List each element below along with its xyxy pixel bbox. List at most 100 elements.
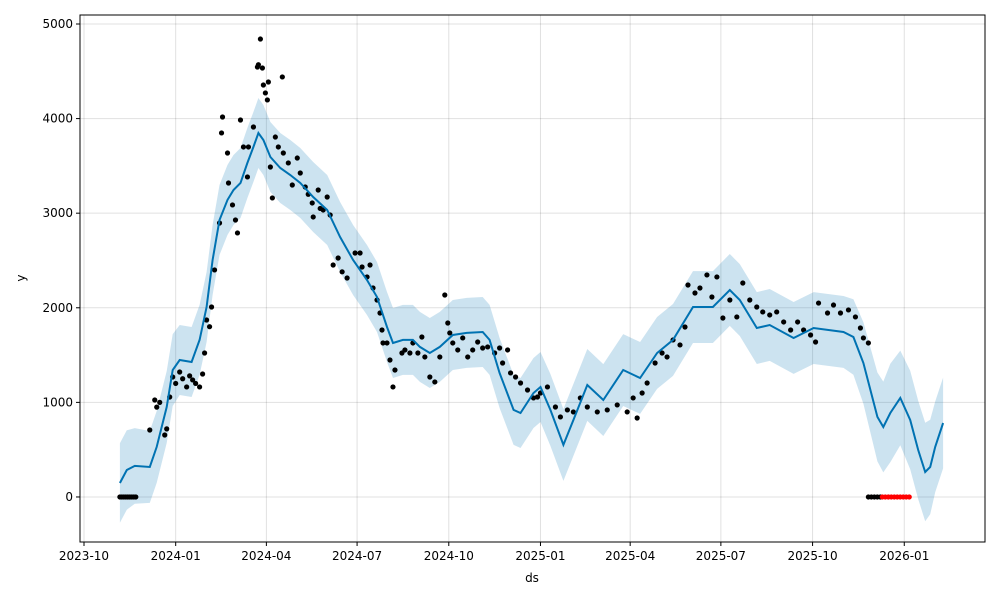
observed-point <box>367 262 373 268</box>
observed-point <box>630 395 636 401</box>
observed-point <box>133 494 139 500</box>
observed-point <box>154 404 160 410</box>
observed-point <box>244 174 251 180</box>
observed-point <box>275 144 281 150</box>
y-tick-label: 4000 <box>42 112 73 126</box>
y-tick-label: 2000 <box>42 301 73 315</box>
observed-point <box>257 36 264 42</box>
observed-point <box>315 187 321 193</box>
observed-point <box>795 319 801 325</box>
observed-point <box>450 340 456 346</box>
y-tick-label: 1000 <box>42 395 73 409</box>
observed-point <box>407 350 413 356</box>
observed-point <box>218 130 225 136</box>
observed-point <box>460 335 466 341</box>
observed-point <box>267 164 273 170</box>
observed-point <box>445 320 451 326</box>
x-tick-label: 2024-01 <box>151 549 201 563</box>
observed-point <box>297 170 303 176</box>
observed-point <box>517 380 524 386</box>
observed-point <box>402 347 408 353</box>
x-tick-label: 2025-10 <box>788 549 838 563</box>
observed-point <box>604 407 610 413</box>
observed-point <box>289 182 295 188</box>
observed-point <box>344 275 350 281</box>
observed-point <box>659 350 665 356</box>
observed-point <box>709 294 715 300</box>
observed-point <box>845 307 852 313</box>
observed-point <box>497 345 503 351</box>
observed-point <box>685 282 691 288</box>
observed-point <box>147 427 153 433</box>
observed-point <box>190 377 196 383</box>
observed-point <box>422 354 428 360</box>
observed-point <box>512 374 519 380</box>
observed-point <box>219 114 226 120</box>
observed-point <box>225 180 232 186</box>
holdout-point <box>906 494 912 500</box>
observed-point <box>234 230 241 236</box>
holdout-points <box>879 494 912 500</box>
observed-point <box>262 90 268 96</box>
observed-point <box>177 369 183 375</box>
observed-point <box>734 314 740 320</box>
observed-point <box>552 404 559 410</box>
y-axis-ticks: 0 1000 2000 3000 4000 5000 <box>42 17 80 504</box>
observed-point <box>199 371 206 377</box>
observed-point <box>255 62 262 68</box>
observed-point <box>279 74 285 80</box>
y-axis-label: y <box>14 274 28 281</box>
observed-point <box>564 407 570 413</box>
observed-point <box>339 269 345 275</box>
observed-point <box>815 300 822 306</box>
observed-point <box>285 160 291 166</box>
x-axis-ticks: 2023-10 2024-01 2024-04 2024-07 2024-10 2025-… <box>59 542 929 563</box>
observed-point <box>447 330 453 336</box>
y-tick-label: 0 <box>65 490 73 504</box>
observed-point <box>359 264 365 270</box>
observed-point <box>754 304 760 310</box>
observed-point <box>507 370 514 376</box>
observed-point <box>788 327 794 333</box>
observed-point <box>652 360 658 366</box>
observed-point <box>211 267 218 273</box>
y-tick-label: 3000 <box>42 206 73 220</box>
x-tick-label: 2024-04 <box>241 549 291 563</box>
x-tick-label: 2025-07 <box>696 549 746 563</box>
observed-point <box>704 272 710 278</box>
observed-point <box>237 117 244 123</box>
observed-point <box>335 255 341 261</box>
observed-point <box>830 302 837 308</box>
observed-point <box>865 340 871 346</box>
observed-point <box>614 402 620 408</box>
observed-point <box>677 342 683 348</box>
observed-point <box>557 414 564 420</box>
observed-point <box>245 144 252 150</box>
observed-point <box>187 373 193 379</box>
observed-point <box>387 357 393 363</box>
observed-point <box>162 432 168 438</box>
observed-point <box>206 324 213 330</box>
observed-point <box>203 317 210 323</box>
observed-point <box>812 339 819 345</box>
x-tick-label: 2024-10 <box>424 549 474 563</box>
observed-point <box>309 200 315 206</box>
observed-point <box>692 290 698 296</box>
observed-point <box>379 327 385 333</box>
observed-point <box>280 150 286 156</box>
observed-point <box>442 292 448 298</box>
axes-frame <box>79 14 986 543</box>
observed-point <box>184 384 190 390</box>
x-tick-label: 2025-01 <box>515 549 565 563</box>
observed-point <box>173 380 179 387</box>
observed-point <box>264 97 270 103</box>
observed-point <box>499 360 506 366</box>
observed-point <box>352 250 358 256</box>
x-tick-label: 2025-04 <box>605 549 655 563</box>
forecast-line <box>119 130 945 484</box>
observed-point <box>259 65 265 71</box>
observed-point <box>260 82 266 88</box>
observed-point <box>470 347 476 353</box>
observed-point <box>380 340 386 346</box>
